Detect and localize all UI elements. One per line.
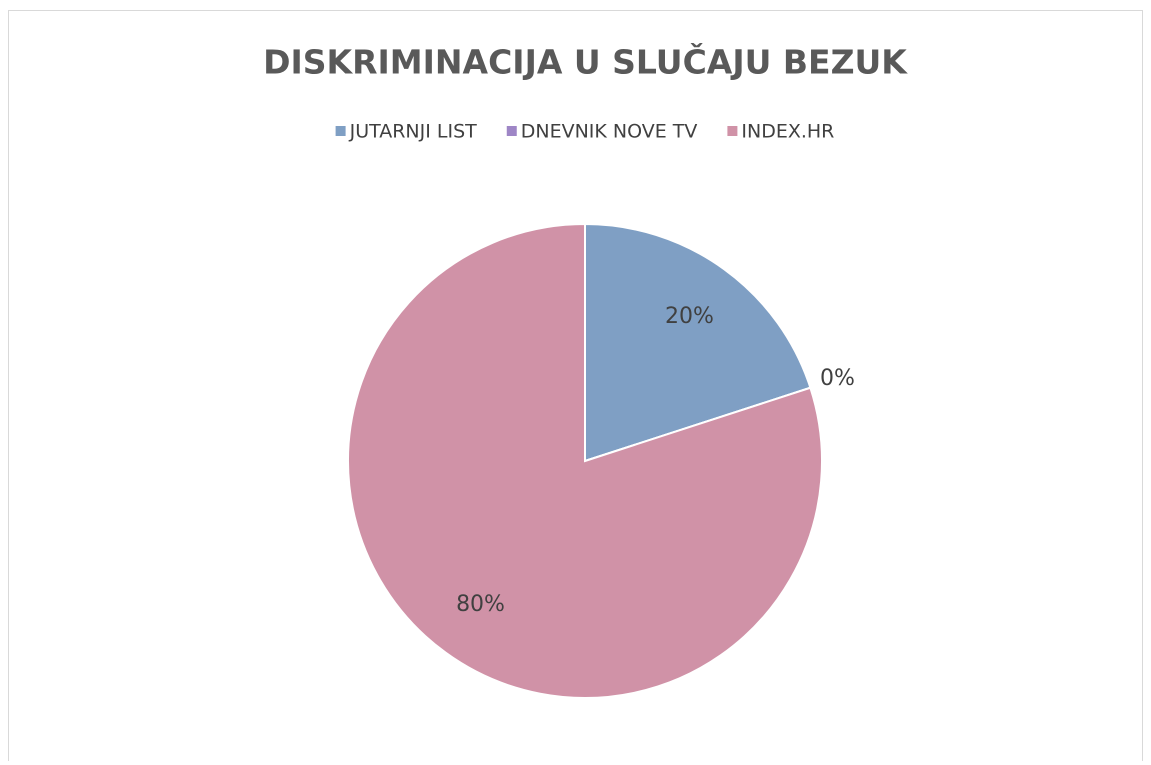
pie-slice <box>347 222 823 699</box>
legend-label: JUTARNJI LIST <box>349 121 478 143</box>
legend-swatch <box>727 126 738 136</box>
data-label: 80% <box>456 592 505 617</box>
legend-label: DNEVNIK NOVE TV <box>521 121 698 143</box>
legend-swatch <box>335 126 346 136</box>
legend-swatch <box>506 126 517 136</box>
chart-title: DISKRIMINACIJA U SLUČAJU BEZUK <box>263 42 908 82</box>
pie-slice <box>584 222 812 463</box>
data-label: 20% <box>665 304 714 329</box>
legend-label: INDEX.HR <box>741 121 834 143</box>
data-label: 0% <box>820 366 855 391</box>
